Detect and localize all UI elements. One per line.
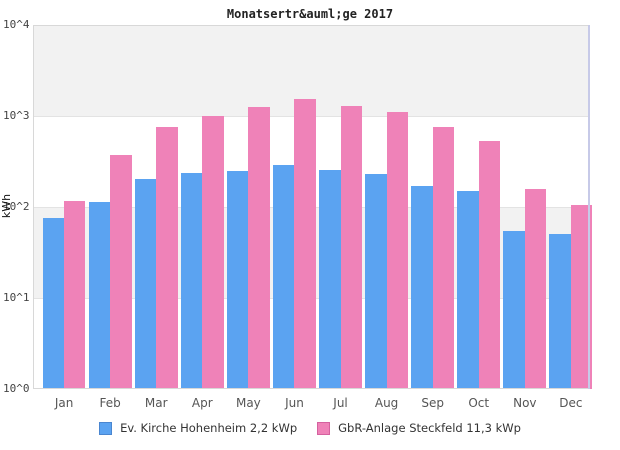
x-tick-jan: Jan [54, 396, 74, 410]
bar-mar-series-0[interactable] [134, 179, 157, 389]
chart-title: Monatsertr&auml;ge 2017 [226, 7, 394, 21]
bar-jan-series-1[interactable] [64, 200, 86, 389]
bar-jun-series-0[interactable] [273, 164, 295, 389]
x-tick-apr: Apr [191, 396, 213, 410]
bar-oct-series-1[interactable] [478, 140, 501, 389]
plot-border-bottom [33, 388, 590, 389]
x-tick-dec: Dec [559, 396, 583, 410]
bar-aug-series-0[interactable] [365, 174, 387, 389]
legend-label: Ev. Kirche Hohenheim 2,2 kWp [120, 421, 298, 435]
y-tick-10e1: 10^1 [3, 291, 30, 304]
bar-jan-series-0[interactable] [42, 218, 65, 389]
legend-swatch-icon [317, 421, 331, 435]
bar-dec-series-1[interactable] [570, 205, 593, 389]
x-tick-aug: Aug [374, 396, 399, 410]
legend-swatch-icon [99, 421, 113, 435]
legend-item-series-0[interactable]: Ev. Kirche Hohenheim 2,2 kWp [99, 421, 297, 435]
bar-jul-series-1[interactable] [340, 105, 362, 389]
legend-item-series-1[interactable]: GbR-Anlage Steckfeld 11,3 kWp [317, 421, 521, 435]
x-tick-mar: Mar [144, 396, 168, 410]
x-tick-jul: Jul [333, 396, 348, 410]
bar-dec-series-0[interactable] [549, 233, 571, 389]
bar-mar-series-1[interactable] [156, 127, 178, 389]
bar-jun-series-1[interactable] [294, 98, 316, 389]
plot-border-left [33, 25, 34, 389]
y-tick-10e4: 10^4 [3, 18, 30, 31]
legend-label: GbR-Anlage Steckfeld 11,3 kWp [338, 421, 521, 435]
bar-jul-series-0[interactable] [319, 169, 341, 389]
x-tick-may: May [235, 396, 261, 410]
bar-feb-series-1[interactable] [110, 155, 132, 389]
x-tick-oct: Oct [468, 396, 490, 410]
plot-border-top [33, 25, 590, 26]
x-tick-sep: Sep [421, 396, 444, 410]
bar-aug-series-1[interactable] [386, 111, 408, 389]
y-tick-10e3: 10^3 [3, 109, 30, 122]
y-tick-10e2: 10^2 [3, 200, 30, 213]
plot-border-right [588, 25, 590, 389]
bar-nov-series-1[interactable] [524, 189, 547, 389]
legend: Ev. Kirche Hohenheim 2,2 kWp GbR-Anlage … [0, 417, 620, 439]
bar-sep-series-0[interactable] [411, 186, 433, 389]
bar-apr-series-0[interactable] [180, 173, 203, 389]
bar-may-series-0[interactable] [226, 170, 249, 389]
bar-may-series-1[interactable] [248, 107, 270, 389]
bar-nov-series-0[interactable] [503, 231, 525, 389]
x-tick-nov: Nov [513, 396, 537, 410]
bar-sep-series-1[interactable] [432, 127, 455, 389]
bar-feb-series-0[interactable] [88, 201, 111, 389]
x-tick-jun: Jun [285, 396, 304, 410]
y-tick-10e0: 10^0 [3, 382, 30, 395]
plot-area [33, 25, 593, 389]
bar-oct-series-0[interactable] [457, 190, 479, 389]
y-axis-unit-label: kWh [0, 193, 13, 219]
x-tick-feb: Feb [99, 396, 121, 410]
bar-apr-series-1[interactable] [202, 115, 224, 389]
